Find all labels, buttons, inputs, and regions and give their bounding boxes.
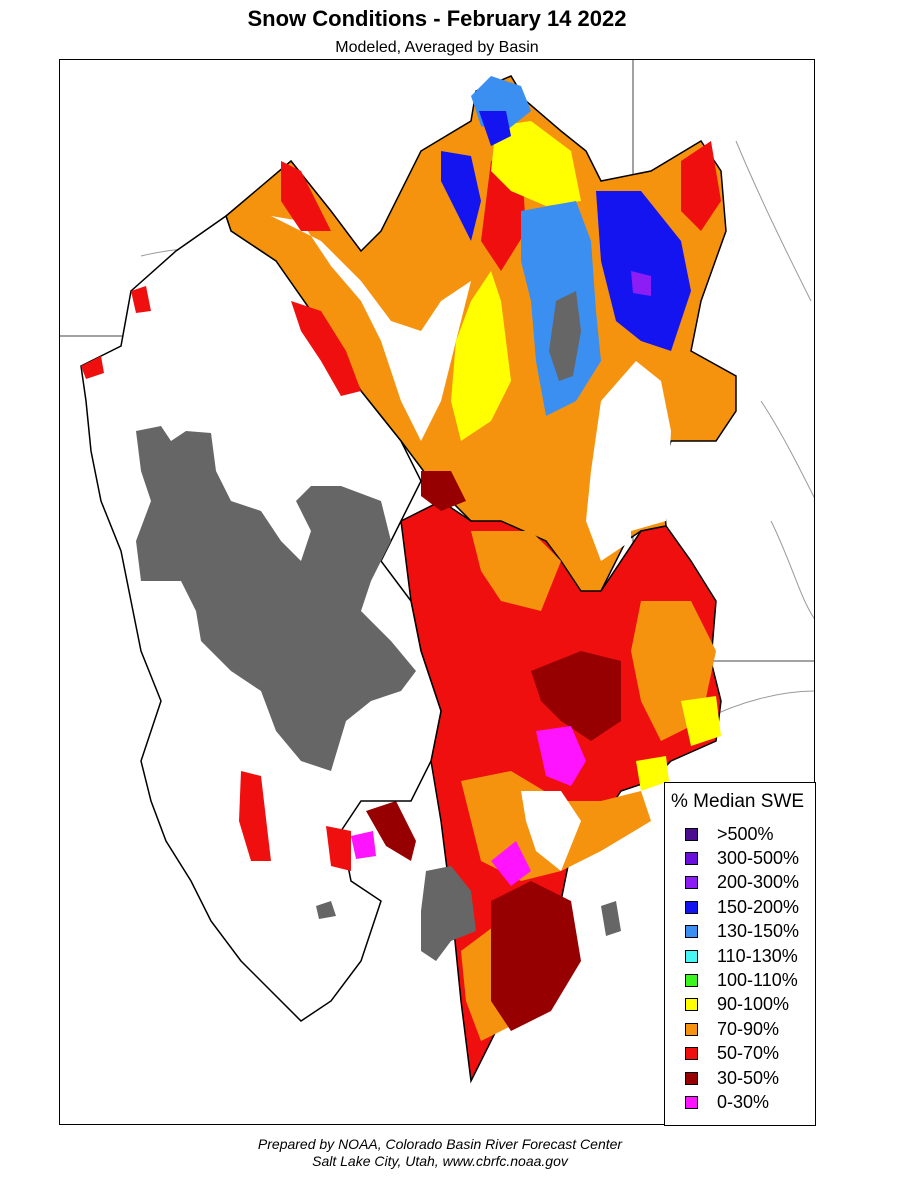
upper-yellow-mid <box>451 271 511 441</box>
river-3 <box>770 520 814 619</box>
great-red-2 <box>81 356 104 379</box>
legend-label: 50-70% <box>717 1043 780 1064</box>
legend-label: 70-90% <box>717 1018 780 1039</box>
legend-label: 150-200% <box>717 896 800 917</box>
great-red-1 <box>131 286 151 313</box>
legend-item: 100-110% <box>685 970 798 990</box>
magenta-3 <box>351 831 376 859</box>
legend-item: 0-30% <box>685 1092 769 1112</box>
magenta-2 <box>491 841 531 886</box>
credit-line-1: Prepared by NOAA, Colorado Basin River F… <box>257 1136 623 1152</box>
lake-small-1 <box>601 901 621 936</box>
great-red-3 <box>291 301 361 396</box>
middle-darkred-4 <box>366 801 416 861</box>
legend-label: 0-30% <box>717 1091 770 1112</box>
legend-swatch <box>685 1022 698 1036</box>
legend-swatch <box>685 851 698 865</box>
lake-utah <box>421 866 476 961</box>
legend-swatch <box>685 1047 698 1061</box>
middle-darkred-2 <box>531 651 621 741</box>
middle-yellow-2 <box>636 756 669 791</box>
legend-label: 100-110% <box>717 969 798 990</box>
upper-red-east <box>681 141 721 231</box>
legend-item: 110-130% <box>685 946 798 966</box>
upper-white-west <box>271 216 471 441</box>
legend-label: 200-300% <box>717 872 800 893</box>
legend-swatch <box>685 998 698 1012</box>
legend-swatch <box>685 876 698 890</box>
legend-swatch <box>685 1095 698 1109</box>
upper-blue-west <box>441 151 481 241</box>
map-subtitle: Modeled, Averaged by Basin <box>335 39 539 56</box>
legend-label: >500% <box>717 823 774 844</box>
map-title: Snow Conditions - February 14 2022 <box>247 6 627 31</box>
legend-item: 90-100% <box>685 994 790 1015</box>
basin-map <box>60 60 814 1084</box>
lake-upper <box>549 291 581 381</box>
legend-item: 150-200% <box>685 897 799 917</box>
middle-white-1 <box>586 471 631 561</box>
legend-item: 50-70% <box>685 1043 780 1064</box>
legend-label: 30-50% <box>717 1067 780 1088</box>
legend-swatch <box>685 1071 698 1085</box>
credit: Prepared by NOAA, Colorado Basin River F… <box>0 1136 880 1170</box>
legend-item: 70-90% <box>685 1019 779 1039</box>
legend-title: % Median SWE <box>671 791 805 812</box>
middle-darkred-1 <box>421 471 466 511</box>
lake-small-2 <box>316 901 336 919</box>
great-red-4 <box>239 771 271 861</box>
river-2 <box>760 400 814 499</box>
legend-swatch <box>685 827 698 841</box>
legend-item: 200-300% <box>685 872 800 893</box>
legend-swatch <box>685 900 698 914</box>
middle-darkred-3 <box>491 881 581 1031</box>
middle-orange-1 <box>471 531 561 611</box>
legend-swatch <box>685 949 698 963</box>
credit-line-2: Salt Lake City, Utah, www.cbrfc.noaa.gov <box>312 1153 568 1169</box>
legend-swatch <box>685 973 698 987</box>
legend-label: 300-500% <box>717 847 800 868</box>
legend-label: 110-130% <box>717 945 798 966</box>
great-red-5 <box>326 826 351 871</box>
legend-item: 300-500% <box>685 848 799 868</box>
map-frame <box>59 59 815 1125</box>
map-legend: % Median SWE >500% 300-500% 200-300% 150-20… <box>664 782 816 1126</box>
upper-blue-top <box>479 111 511 146</box>
legend-swatch <box>685 925 698 939</box>
legend-label: 90-100% <box>717 994 790 1015</box>
middle-white-2 <box>521 791 581 871</box>
upper-red-west <box>281 161 331 231</box>
lake-great-salt <box>136 426 416 771</box>
legend-label: 130-150% <box>717 921 800 942</box>
legend-item: 130-150% <box>685 921 800 942</box>
upper-blue-east <box>596 191 691 351</box>
magenta-1 <box>536 726 586 786</box>
legend-item: 30-50% <box>685 1068 779 1088</box>
legend-item: >500% <box>685 824 774 844</box>
river-1 <box>735 140 812 302</box>
upper-yellow-top <box>491 121 581 206</box>
middle-yellow-1 <box>681 696 721 746</box>
upper-purple-spot <box>631 271 651 296</box>
